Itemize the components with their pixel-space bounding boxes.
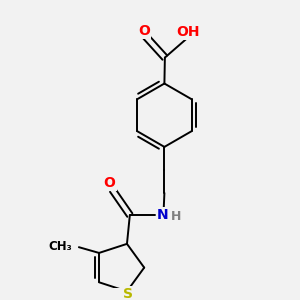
Text: CH₃: CH₃ <box>48 240 72 253</box>
Text: H: H <box>171 211 181 224</box>
Text: S: S <box>123 287 133 300</box>
Text: N: N <box>157 208 168 222</box>
Text: O: O <box>138 24 150 38</box>
Text: O: O <box>104 176 116 190</box>
Text: OH: OH <box>176 25 200 39</box>
